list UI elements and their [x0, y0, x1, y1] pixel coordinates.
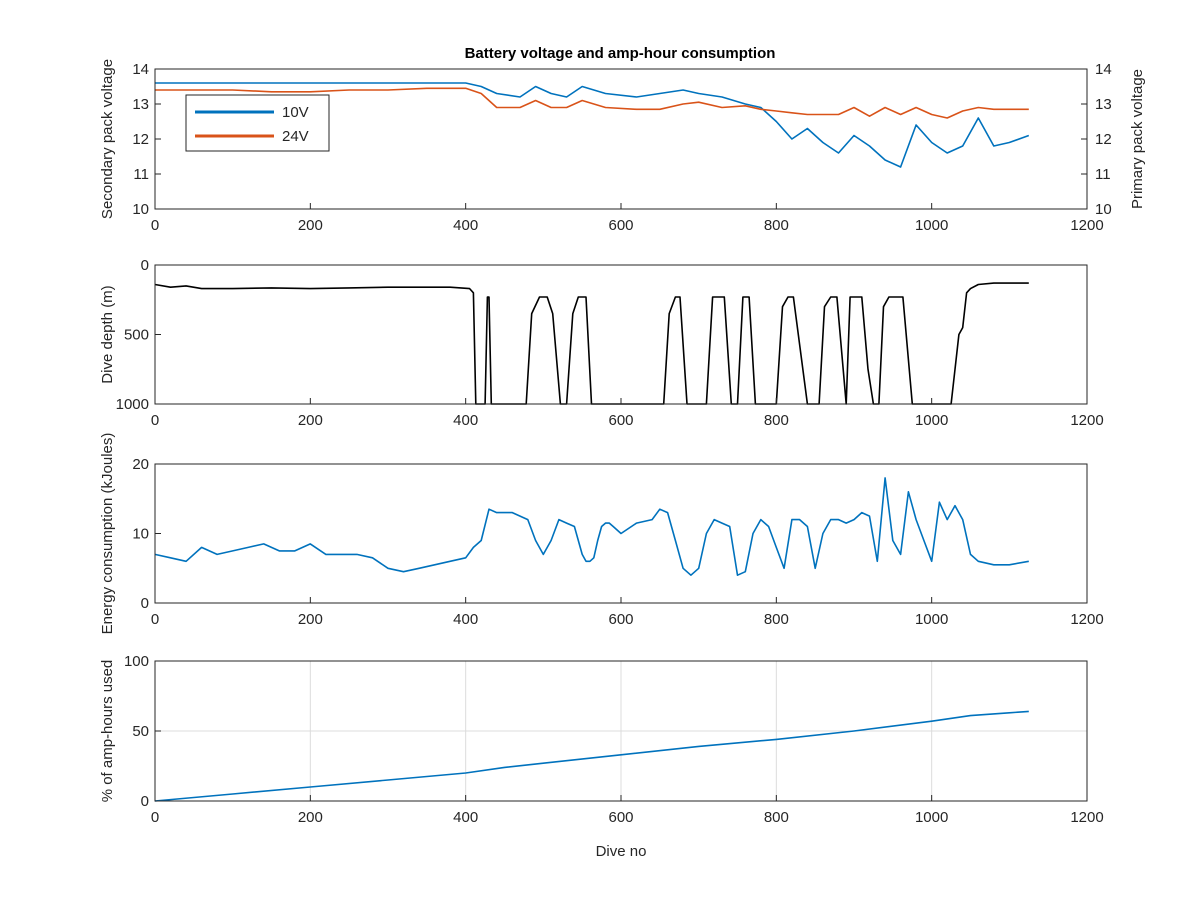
y-tick-label: 500 — [124, 327, 149, 344]
x-tick-label: 1000 — [915, 217, 948, 234]
y-right-tick-label: 12 — [1095, 131, 1112, 148]
x-tick-label: 800 — [764, 611, 789, 628]
axes-box-2 — [154, 264, 1088, 405]
x-tick-label: 0 — [151, 809, 159, 826]
y-tick-label: 10 — [132, 201, 149, 218]
x-tick-label: 1200 — [1070, 809, 1103, 826]
y-tick-label: 50 — [132, 723, 149, 740]
x-tick-label: 600 — [608, 217, 633, 234]
y-axis-label-2: Dive depth (m) — [99, 285, 116, 383]
x-tick-label: 1200 — [1070, 217, 1103, 234]
x-tick-label: 1000 — [915, 809, 948, 826]
y-tick-label: 12 — [132, 131, 149, 148]
y-tick-label: 20 — [132, 456, 149, 473]
x-tick-label: 1000 — [915, 611, 948, 628]
series-line-2-1 — [154, 282, 1029, 405]
y-axis-label-1: Secondary pack voltage — [99, 59, 116, 219]
x-tick-label: 0 — [151, 412, 159, 429]
x-tick-label: 1200 — [1070, 611, 1103, 628]
x-tick-label: 600 — [608, 809, 633, 826]
y-right-tick-label: 13 — [1095, 96, 1112, 113]
x-tick-label: 800 — [764, 809, 789, 826]
x-tick-label: 200 — [298, 611, 323, 628]
x-tick-label: 400 — [453, 217, 478, 234]
legend-entry-24V: 24V — [282, 128, 309, 145]
y-right-tick-label: 10 — [1095, 201, 1112, 218]
y-tick-label: 1000 — [116, 396, 149, 413]
x-tick-label: 200 — [298, 412, 323, 429]
y-right-tick-label: 14 — [1095, 61, 1112, 78]
x-tick-label: 0 — [151, 611, 159, 628]
x-tick-label: 800 — [764, 412, 789, 429]
x-tick-label: 800 — [764, 217, 789, 234]
x-tick-label: 200 — [298, 809, 323, 826]
x-tick-label: 1000 — [915, 412, 948, 429]
y-right-axis-label: Primary pack voltage — [1129, 69, 1146, 209]
series-line-1-1 — [155, 82, 1030, 168]
y-tick-label: 13 — [132, 96, 149, 113]
y-tick-label: 11 — [133, 166, 149, 183]
y-right-tick-label: 11 — [1095, 166, 1111, 183]
y-axis-label-4: % of amp-hours used — [99, 660, 116, 803]
legend-entry-10V: 10V — [282, 104, 309, 121]
x-tick-label: 400 — [453, 611, 478, 628]
y-tick-label: 0 — [141, 595, 149, 612]
y-tick-label: 0 — [141, 257, 149, 274]
y-tick-label: 0 — [141, 793, 149, 810]
series-line-1-2 — [155, 87, 1029, 119]
y-axis-label-3: Energy consumption (kJoules) — [99, 433, 116, 635]
y-tick-label: 10 — [132, 526, 149, 543]
x-axis-label: Dive no — [596, 843, 647, 860]
series-line-3-1 — [154, 477, 1029, 577]
y-tick-label: 100 — [124, 653, 149, 670]
x-tick-label: 200 — [298, 217, 323, 234]
y-tick-label: 14 — [132, 61, 149, 78]
x-tick-label: 1200 — [1070, 412, 1103, 429]
x-tick-label: 400 — [453, 412, 478, 429]
x-tick-label: 600 — [608, 412, 633, 429]
series-line-4-1 — [154, 710, 1029, 802]
legend-box — [185, 94, 330, 152]
x-tick-label: 600 — [608, 611, 633, 628]
chart-title: Battery voltage and amp-hour consumption — [465, 45, 776, 62]
x-tick-label: 0 — [151, 217, 159, 234]
x-tick-label: 400 — [453, 809, 478, 826]
